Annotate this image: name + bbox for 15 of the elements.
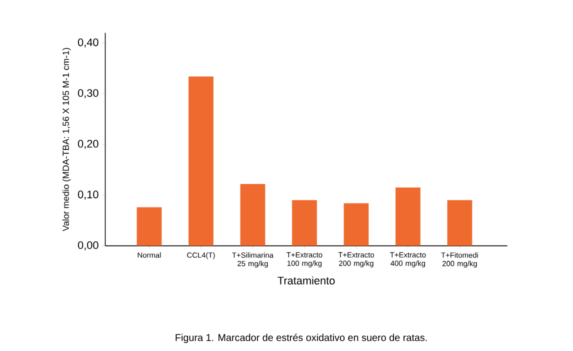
bar [292,200,317,246]
bar [240,184,266,246]
bar [447,200,472,246]
bar [344,203,369,246]
y-tick-label: 0,00 [78,241,98,250]
y-tick-label: 0,30 [78,89,98,98]
y-tick-label: 0,40 [78,38,98,48]
text: Figura 1. Marcador de estrés oxidativo en suero de ratas. [176,334,427,343]
y-tick-label: 0,20 [78,140,98,149]
bar [188,76,214,246]
x-axis-title: Tratamiento [278,276,335,284]
bar [136,207,162,246]
bar [396,187,420,246]
y-tick-label: 0,10 [78,190,98,200]
y-axis-title: Valor medio (MDA-TBA: 1,56 X 105 M-1 cm-1) [62,48,71,232]
